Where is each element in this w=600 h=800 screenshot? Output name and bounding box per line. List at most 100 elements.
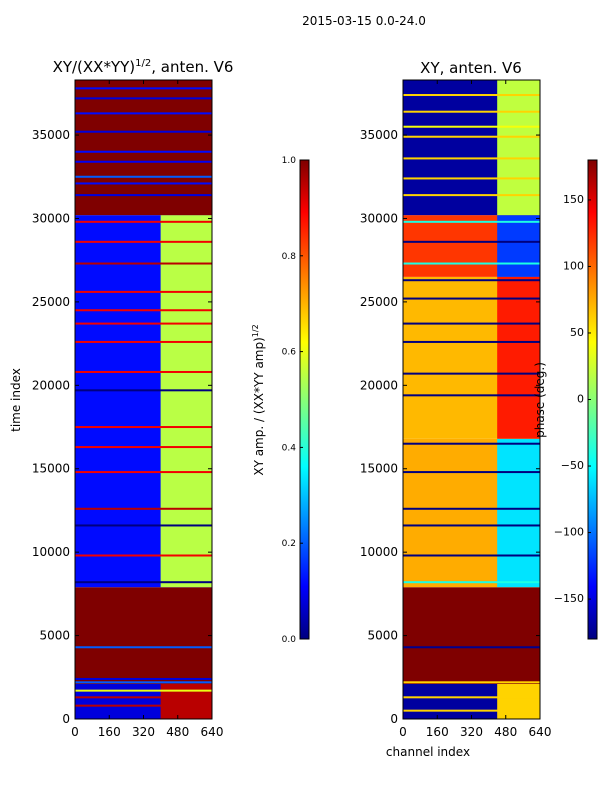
heatmap-stripe — [75, 524, 212, 527]
heatmap-stripe — [75, 471, 212, 474]
heatmap-stripe — [75, 389, 212, 392]
heatmap-stripe — [403, 110, 540, 113]
heatmap-band-high-channels — [497, 276, 540, 439]
amplitude-colorbar-ticks: 0.0 0.2 0.4 0.6 0.8 1.0 — [282, 156, 303, 645]
figure-title: 2015-03-15 0.0-24.0 — [302, 14, 426, 28]
heatmap-stripe — [403, 194, 540, 197]
heatmap-stripe — [75, 370, 212, 373]
heatmap-stripe — [75, 426, 212, 429]
heatmap-band-high-channels — [160, 683, 212, 719]
heatmap-stripe — [75, 194, 212, 197]
heatmap-stripe — [75, 112, 212, 115]
heatmap-stripe — [403, 322, 540, 325]
heatmap-stripe — [75, 689, 212, 692]
colorbar-tick-label: −100 — [554, 526, 584, 539]
y-tick-label: 25000 — [360, 295, 398, 309]
heatmap-stripe — [75, 290, 212, 293]
heatmap-stripe — [75, 262, 212, 265]
heatmap-stripe — [75, 704, 212, 707]
heatmap-stripe — [75, 646, 212, 649]
x-tick-label: 0 — [71, 725, 79, 739]
heatmap-stripe — [403, 240, 540, 243]
heatmap-stripe — [403, 157, 540, 160]
colorbar-tick-label: 0.2 — [282, 539, 296, 549]
heatmap-stripe — [75, 160, 212, 163]
y-tick-label: 20000 — [32, 378, 70, 392]
heatmap-stripe — [403, 94, 540, 97]
y-tick-label: 0 — [390, 712, 398, 726]
colorbar-tick-label: 1.0 — [282, 156, 297, 166]
heatmap-stripe — [75, 340, 212, 343]
heatmap-stripe — [403, 646, 540, 649]
colorbar-tick-label: −150 — [554, 592, 584, 605]
phase-panel-title: XY, anten. V6 — [420, 59, 522, 77]
heatmap-band-high-channels — [497, 80, 540, 216]
phase-x-axis: 0 160 320 480 640 — [399, 80, 551, 739]
x-tick-label: 0 — [399, 725, 407, 739]
phase-colorbar-label: phase (deg.) — [533, 362, 547, 438]
heatmap-stripe — [403, 135, 540, 138]
heatmap-stripe — [75, 150, 212, 153]
heatmap-stripe — [403, 524, 540, 527]
heatmap-stripe — [75, 97, 212, 100]
heatmap-stripe — [403, 279, 540, 282]
phase-x-axis-label: channel index — [386, 745, 470, 759]
heatmap-stripe — [75, 677, 212, 680]
x-tick-label: 480 — [494, 725, 517, 739]
x-tick-label: 160 — [426, 725, 449, 739]
x-tick-label: 320 — [132, 725, 155, 739]
heatmap-stripe — [403, 709, 540, 712]
amplitude-panel: XY/(XX*YY)1/2, anten. V6 0 160 320 480 640 0… — [9, 58, 233, 739]
amplitude-colorbar: 0.0 0.2 0.4 0.6 0.8 1.0 XY amp. / (XX*YY amp)… — [251, 156, 310, 645]
heatmap-stripe — [403, 177, 540, 180]
y-tick-label: 10000 — [360, 545, 398, 559]
y-tick-label: 0 — [62, 712, 70, 726]
x-tick-label: 320 — [460, 725, 483, 739]
colorbar-tick-label: 0.6 — [282, 348, 297, 358]
y-tick-label: 10000 — [32, 545, 70, 559]
y-tick-label: 5000 — [367, 629, 398, 643]
x-tick-label: 480 — [166, 725, 189, 739]
heatmap-stripe — [75, 309, 212, 312]
heatmap-band-high-channels — [497, 438, 540, 588]
heatmap-stripe — [75, 581, 212, 584]
colorbar-tick-label: 100 — [563, 259, 584, 272]
heatmap-stripe — [403, 125, 540, 128]
heatmap-band-high-channels — [497, 683, 540, 719]
heatmap-stripe — [403, 442, 540, 445]
heatmap-stripe — [75, 130, 212, 133]
heatmap-stripe — [75, 554, 212, 557]
heatmap-stripe — [75, 175, 212, 178]
colorbar-tick-label: 0.0 — [282, 635, 297, 645]
heatmap-band-high-channels — [497, 215, 540, 277]
heatmap-stripe — [75, 87, 212, 90]
heatmap-stripe — [403, 262, 540, 265]
colorbar-tick-label: −50 — [561, 459, 584, 472]
amplitude-colorbar-label: XY amp. / (XX*YY amp)1/2 — [251, 324, 266, 475]
colorbar-tick-label: 50 — [570, 326, 584, 339]
y-tick-label: 35000 — [32, 128, 70, 142]
y-tick-label: 30000 — [360, 211, 398, 225]
y-tick-label: 15000 — [360, 462, 398, 476]
heatmap-band-high-channels — [160, 215, 212, 588]
heatmap-stripe — [75, 446, 212, 449]
heatmap-band — [75, 80, 212, 216]
heatmap-stripe — [403, 471, 540, 474]
heatmap-stripe — [75, 322, 212, 325]
heatmap-stripe — [403, 507, 540, 510]
heatmap-stripe — [75, 507, 212, 510]
heatmap-stripe — [75, 220, 212, 223]
colorbar-tick-label: 0.4 — [282, 443, 297, 453]
heatmap-stripe — [403, 394, 540, 397]
amplitude-x-axis: 0 160 320 480 640 — [71, 80, 223, 739]
heatmap-stripe — [75, 696, 212, 699]
colorbar-tick-label: 0 — [577, 393, 584, 406]
y-tick-label: 35000 — [360, 128, 398, 142]
heatmap-stripe — [75, 681, 212, 684]
amplitude-y-axis: 0 5000 10000 15000 20000 25000 30000 35000 — [32, 128, 212, 726]
amplitude-y-axis-label: time index — [9, 368, 23, 432]
phase-panel: XY, anten. V6 0 160 320 480 640 0 5000 10000 15… — [360, 59, 552, 759]
heatmap-stripe — [403, 220, 540, 223]
heatmap-stripe — [403, 340, 540, 343]
